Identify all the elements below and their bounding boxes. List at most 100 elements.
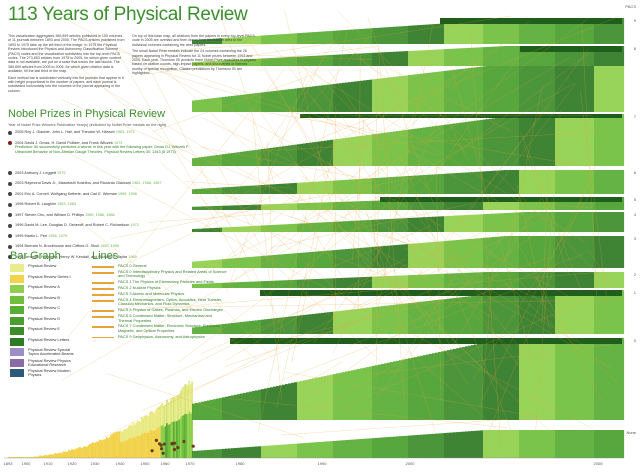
citation-line (541, 166, 549, 324)
band-segment (447, 48, 451, 66)
band-segment (291, 223, 295, 232)
citation-line (393, 90, 429, 113)
bar-segment (87, 444, 90, 458)
band-segment (291, 253, 295, 268)
band-segment (363, 135, 367, 166)
band-segment (447, 124, 451, 166)
band-segment (309, 86, 313, 112)
bar-segment (129, 424, 132, 439)
band-segment (588, 212, 592, 232)
band-segment (561, 170, 565, 194)
bar-segment (157, 406, 160, 458)
band-segment (579, 197, 583, 210)
band-segment (498, 197, 502, 210)
band-segment (291, 382, 295, 420)
band-segment (258, 58, 262, 66)
band-segment (198, 283, 202, 288)
lines-legend: PACS 0 General PACS 0 Interdisciplinary P… (92, 263, 227, 341)
band-segment (420, 73, 424, 112)
bar-segment (80, 447, 83, 458)
citation-line (366, 344, 612, 375)
band-segment (465, 239, 469, 268)
band-segment (378, 177, 382, 194)
band-segment (531, 197, 535, 210)
band-segment (330, 374, 334, 420)
medal-icon (176, 446, 180, 450)
citation-line (147, 213, 270, 223)
band-segment (534, 290, 538, 334)
band-segment (318, 55, 322, 66)
band-segment (564, 338, 568, 420)
band-segment (540, 290, 544, 334)
citation-line (505, 84, 543, 263)
band-segment (603, 338, 607, 420)
band-segment (543, 338, 547, 420)
band-segment (240, 282, 244, 288)
band-segment (336, 373, 340, 420)
band-segment (198, 157, 202, 166)
band-segment (228, 96, 232, 112)
band-segment (486, 197, 490, 210)
medal-icon (191, 444, 195, 448)
band-segment (282, 254, 286, 268)
band-segment (579, 236, 583, 268)
band-segment (309, 379, 313, 420)
band-segment (477, 238, 481, 268)
band-segment (228, 282, 232, 288)
band-segment (276, 203, 280, 210)
band-segment (534, 272, 538, 288)
pacs-label: 6 (633, 170, 636, 175)
bar-segment (134, 425, 136, 439)
band-segment (537, 18, 541, 44)
band-segment (285, 203, 289, 210)
band-segment (576, 290, 580, 334)
band-segment (228, 227, 232, 232)
band-segment (252, 391, 256, 420)
band-segment (399, 176, 403, 194)
band-segment (234, 186, 238, 194)
bar-segment (59, 452, 62, 458)
band-segment (213, 98, 217, 112)
band-segment (531, 66, 535, 112)
band-segment (612, 290, 616, 334)
band-segment (435, 23, 439, 44)
band-segment (546, 66, 550, 112)
citation-line (218, 9, 275, 185)
bar-segment (155, 411, 157, 458)
band-segment (387, 245, 391, 268)
citation-line (308, 357, 407, 416)
band-segment (489, 197, 493, 210)
band-segment (354, 201, 358, 210)
band-segment (462, 22, 466, 44)
bar-segment (37, 456, 39, 458)
band-segment (423, 127, 427, 166)
band-segment (492, 46, 496, 66)
band-segment (597, 338, 601, 420)
citation-line (106, 373, 304, 439)
citation-line (338, 11, 609, 285)
band-segment (327, 55, 331, 66)
band-segment (546, 338, 550, 420)
band-segment (414, 74, 418, 112)
band-segment (561, 66, 565, 112)
nobel-winners: 2003 Anthony J. Leggett (15, 170, 58, 175)
band-segment (258, 185, 262, 194)
band-segment (237, 257, 241, 268)
band-segment (456, 432, 460, 458)
band-segment (417, 243, 421, 268)
band-segment (348, 137, 352, 166)
nobel-years: 1955, 1958 (99, 244, 119, 248)
band-segment (327, 278, 331, 288)
band-segment (486, 66, 490, 112)
band-segment (237, 95, 241, 112)
band-segment (444, 23, 448, 44)
bar-segment (43, 455, 45, 458)
citation-line (146, 299, 617, 309)
lines-legend-item: PACS 0 Interdisciplinary Physics and Rel… (92, 269, 227, 279)
band-segment (384, 132, 388, 166)
band-segment (207, 98, 211, 112)
band-segment (273, 280, 277, 288)
band-segment (492, 118, 496, 166)
band-segment (294, 182, 298, 194)
